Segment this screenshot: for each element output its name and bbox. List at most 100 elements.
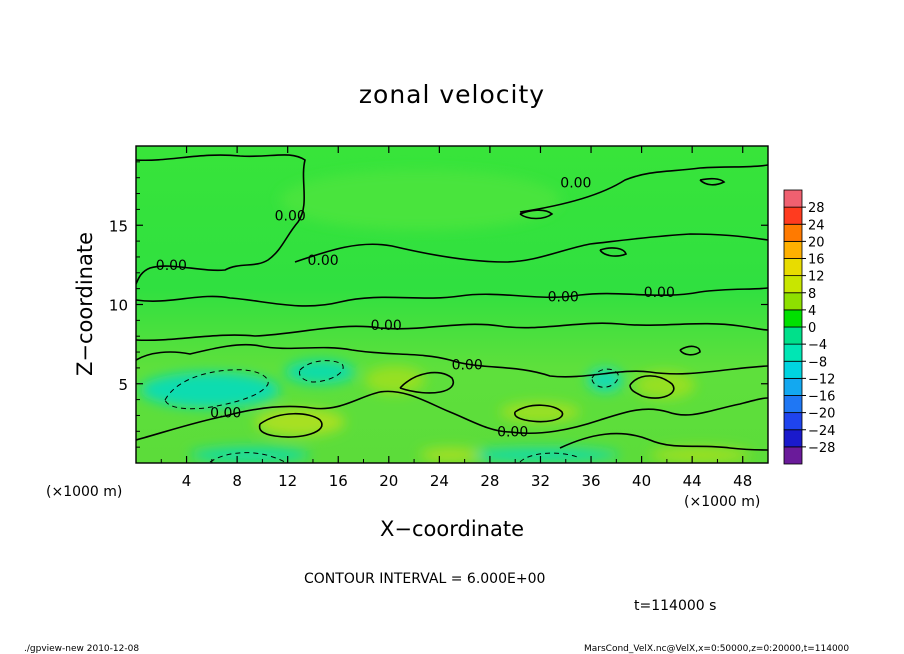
x-axis-label: X−coordinate bbox=[380, 517, 524, 541]
y-tick-label-1: 10 bbox=[109, 297, 128, 315]
colorbar-label-0: 28 bbox=[808, 201, 825, 216]
x-tick-label-6: 28 bbox=[480, 472, 499, 490]
patch-positive-2 bbox=[365, 366, 425, 394]
patch-positive-5 bbox=[420, 448, 480, 462]
colorbar-swatch-9 bbox=[783, 292, 803, 311]
patch-positive-4 bbox=[635, 371, 695, 399]
colorbar-label-4: 12 bbox=[808, 270, 825, 285]
x-tick-label-0: 4 bbox=[182, 472, 192, 490]
x-tick-label-1: 8 bbox=[232, 472, 242, 490]
colorbar-label-9: −8 bbox=[808, 355, 827, 370]
contour-lines bbox=[136, 154, 768, 451]
contour-line-1 bbox=[136, 154, 306, 285]
contour-line-10 bbox=[629, 375, 675, 399]
colorbar-label-5: 8 bbox=[808, 287, 816, 302]
x-tick-label-10: 44 bbox=[683, 472, 702, 490]
patch-negative-5 bbox=[460, 448, 620, 462]
colorbar-label-8: −4 bbox=[808, 338, 827, 353]
x-tick-label-4: 20 bbox=[379, 472, 398, 490]
footer-left: ./gpview-new 2010-12-08 bbox=[24, 644, 139, 654]
x-tick-label-7: 32 bbox=[531, 472, 550, 490]
contour-negative-3 bbox=[591, 368, 619, 388]
contour-interval: CONTOUR INTERVAL = 6.000E+00 bbox=[304, 571, 545, 587]
contour-line-11 bbox=[258, 412, 323, 438]
y-axis-label: Z−coordinate bbox=[73, 232, 97, 376]
colorbar-swatch-12 bbox=[783, 240, 803, 259]
patch-positive-6 bbox=[650, 447, 750, 463]
colorbar-label-6: 4 bbox=[808, 304, 816, 319]
x-axis-unit-left: (×1000 m) bbox=[46, 484, 122, 500]
colorbar-labels: 28 24 20 16 12 8 4 0 −4 −8 −12 −16 −20 −24 −28 bbox=[802, 201, 835, 456]
colorbar-swatch-13 bbox=[783, 223, 803, 242]
contour-line-7 bbox=[399, 371, 455, 394]
contour-line-15 bbox=[599, 247, 627, 257]
contour-line-8 bbox=[136, 390, 768, 441]
patch-light-upper bbox=[280, 170, 560, 230]
colorbar-swatch-8 bbox=[783, 309, 803, 328]
colorbar-swatch-11 bbox=[783, 258, 803, 277]
contour-label-7: 0.00 bbox=[452, 358, 483, 374]
colorbar-label-3: 16 bbox=[808, 253, 825, 268]
colorbar-swatch-5 bbox=[783, 360, 803, 379]
colorbar-label-10: −12 bbox=[808, 372, 835, 387]
x-axis-ticks: 4 8 12 16 20 24 28 32 36 40 44 48 bbox=[160, 146, 752, 490]
contour-line-6 bbox=[136, 343, 768, 378]
contour-negative-1 bbox=[164, 369, 269, 410]
colorbar-swatch-3 bbox=[783, 395, 803, 414]
colorbar-swatch-2 bbox=[783, 412, 803, 431]
y-axis-ticks: 5 10 15 bbox=[109, 161, 768, 448]
y-tick-label-0: 5 bbox=[118, 376, 128, 394]
colorbar-swatch-0 bbox=[783, 446, 803, 465]
contour-label-2: 0.00 bbox=[307, 253, 338, 269]
contour-label-4: 0.00 bbox=[548, 290, 579, 306]
colorbar-label-13: −24 bbox=[808, 424, 835, 439]
contour-line-13 bbox=[519, 209, 554, 220]
contour-line-16 bbox=[699, 177, 726, 186]
patch-negative-1 bbox=[140, 372, 280, 408]
contour-negative-2 bbox=[299, 360, 344, 383]
field-patches bbox=[140, 170, 750, 463]
colorbar-swatch-15 bbox=[783, 189, 803, 208]
contour-line-4 bbox=[136, 287, 768, 307]
colorbar-swatch-10 bbox=[783, 275, 803, 294]
colorbar-swatch-1 bbox=[783, 429, 803, 448]
colorbar-label-2: 20 bbox=[808, 235, 825, 250]
contour-line-9 bbox=[559, 432, 768, 451]
footer-right: MarsCond_VelX.nc@VelX,x=0:50000,z=0:2000… bbox=[584, 644, 849, 654]
contour-label-9: 0.00 bbox=[497, 424, 528, 440]
x-axis-unit-right: (×1000 m) bbox=[684, 494, 760, 510]
x-tick-label-3: 16 bbox=[329, 472, 348, 490]
x-tick-label-2: 12 bbox=[278, 472, 297, 490]
colorbar-label-12: −20 bbox=[808, 407, 835, 422]
contour-lines-negative bbox=[164, 360, 619, 463]
colorbar-label-14: −28 bbox=[808, 441, 835, 456]
x-tick-label-8: 36 bbox=[581, 472, 600, 490]
colorbar-swatch-14 bbox=[783, 206, 803, 225]
time-label: t=114000 s bbox=[634, 598, 716, 614]
contour-label-1: 0.00 bbox=[275, 209, 306, 225]
contour-label-6: 0.00 bbox=[371, 318, 402, 334]
colorbar-label-11: −16 bbox=[808, 390, 835, 405]
colorbar-swatch-4 bbox=[783, 377, 803, 396]
x-tick-label-11: 48 bbox=[733, 472, 752, 490]
contour-line-5 bbox=[136, 322, 768, 342]
x-tick-label-5: 24 bbox=[430, 472, 449, 490]
contour-line-12 bbox=[514, 404, 564, 423]
colorbar-swatch-7 bbox=[783, 326, 803, 345]
contour-label-0: 0.00 bbox=[560, 175, 591, 191]
contour-labels: 0.00 0.00 0.00 0.00 0.00 0.00 0.00 0.00 0.00 0.00 bbox=[156, 175, 675, 440]
patch-positive-1 bbox=[255, 408, 345, 436]
chart-title: zonal velocity bbox=[359, 80, 545, 109]
colorbar-label-1: 24 bbox=[808, 218, 825, 233]
patch-negative-4 bbox=[190, 447, 310, 463]
contour-label-5: 0.00 bbox=[644, 285, 675, 301]
colorbar bbox=[783, 189, 803, 465]
colorbar-swatch-6 bbox=[783, 343, 803, 362]
plot-area: 0.00 0.00 0.00 0.00 0.00 0.00 0.00 0.00 0.00 0.00 bbox=[136, 146, 768, 463]
contour-line-14 bbox=[679, 345, 701, 356]
patch-negative-2 bbox=[285, 360, 355, 384]
contour-label-3: 0.00 bbox=[156, 258, 187, 274]
x-tick-label-9: 40 bbox=[632, 472, 651, 490]
contour-label-8: 0.00 bbox=[210, 405, 241, 421]
